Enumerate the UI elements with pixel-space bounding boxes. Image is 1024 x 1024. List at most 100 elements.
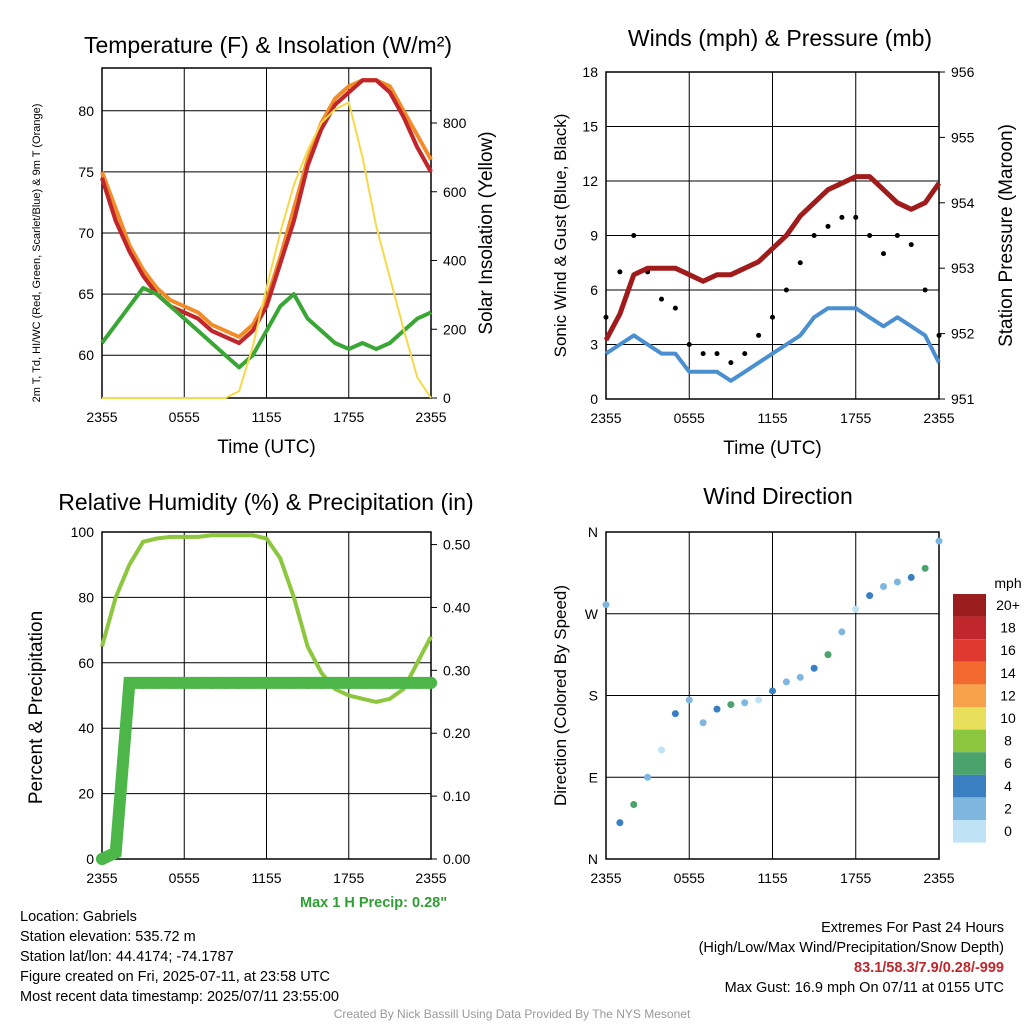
colorbar-swatch (953, 616, 986, 640)
direction-point (741, 699, 749, 707)
direction-point (796, 673, 804, 681)
y-tick-label: 9 (590, 228, 598, 244)
gust-point (839, 214, 845, 220)
y2-tick-label: 955 (951, 129, 975, 145)
extremes-values: 83.1/58.3/7.9/0.28/-999 (854, 960, 1004, 976)
y2-tick-label: 956 (951, 64, 975, 80)
x-tick-label: 2355 (415, 409, 446, 425)
gust-point (700, 351, 706, 357)
y2-tick-label: 600 (443, 184, 467, 200)
x-tick-label: 0555 (674, 870, 705, 886)
plot-frame (101, 531, 432, 860)
colorbar-swatch (953, 684, 986, 707)
y-axis-label: 2m T, Td, HI/WC (Red, Green, Scarlet/Blu… (31, 104, 43, 403)
y-axis-label: Sonic Wind & Gust (Blue, Black) (551, 114, 570, 358)
gust-point (783, 287, 789, 293)
y-tick-label: 60 (78, 655, 94, 671)
extremes-subtitle: (High/Low/Max Wind/Precipitation/Snow De… (698, 940, 1004, 956)
x-tick-label: 1755 (840, 410, 871, 426)
extremes-info: Extremes For Past 24 Hours (High/Low/Max… (699, 918, 1004, 998)
y-tick-label: 75 (78, 164, 94, 180)
direction-point (644, 773, 652, 781)
direction-point (921, 564, 929, 572)
precip-point (219, 676, 232, 689)
colorbar-swatch (953, 774, 986, 798)
y-tick-label: 100 (71, 524, 95, 540)
y2-axis-label: Station Pressure (Maroon) (996, 124, 1017, 347)
y-axis-label: Direction (Colored By Speed) (551, 585, 570, 806)
precip-point (274, 676, 287, 689)
gust-point (686, 342, 692, 347)
y-tick-label: 80 (78, 589, 94, 605)
gust-point (894, 233, 900, 238)
precip-point (356, 676, 369, 689)
colorbar-label: 10 (1000, 710, 1016, 726)
precip-point (109, 846, 122, 859)
colorbar-swatch (953, 729, 986, 753)
gust-point (797, 260, 803, 266)
colorbar: mph 20+ 18 16 14 12 10 8 6 4 2 0 (953, 575, 1022, 843)
series-line-2 (603, 174, 942, 342)
precip-point (397, 676, 410, 689)
x-tick-label: 0555 (169, 409, 200, 425)
station-info: Location: Gabriels Station elevation: 53… (20, 907, 339, 1007)
gust-point (617, 269, 623, 275)
y2-tick-label: 800 (443, 115, 467, 131)
direction-point (713, 705, 721, 713)
y-tick-label: 65 (78, 286, 94, 302)
gust-point (742, 351, 748, 357)
y-tick-label: 80 (78, 103, 94, 119)
colorbar-swatch (953, 752, 986, 775)
x-tick-label: 1155 (251, 870, 281, 886)
plot-frame (101, 67, 432, 399)
colorbar-label: 20+ (996, 597, 1020, 613)
precip-point (301, 676, 314, 689)
colorbar-swatch (953, 594, 986, 617)
y-tick-label: N (588, 524, 598, 540)
panel-title: Temperature (F) & Insolation (W/m²) (84, 32, 452, 58)
y2-tick-label: 951 (951, 391, 975, 407)
y2-tick-label: 200 (443, 321, 467, 337)
x-tick-label: 0555 (169, 870, 200, 886)
colorbar-label: 12 (1000, 687, 1016, 703)
y-tick-label: 6 (590, 282, 598, 298)
x-axis-label: Time (UTC) (217, 437, 316, 458)
x-tick-label: 2355 (923, 870, 954, 886)
colorbar-label: 4 (1004, 778, 1012, 794)
precip-point (96, 853, 108, 865)
y-tick-label: 15 (582, 119, 598, 135)
direction-point (630, 801, 638, 808)
direction-point (769, 687, 776, 695)
gust-point (659, 296, 664, 302)
y2-tick-label: 0 (443, 390, 451, 406)
y2-tick-label: 953 (951, 260, 975, 276)
direction-point (671, 710, 679, 718)
gust-point (908, 242, 914, 248)
direction-point (782, 678, 790, 686)
precip-point (137, 676, 150, 689)
y2-axis-label: Solar Insolation (Yellow) (476, 131, 497, 334)
x-tick-label: 0555 (674, 410, 705, 426)
colorbar-swatch (953, 639, 986, 662)
direction-point (852, 605, 860, 613)
y-tick-label: N (588, 851, 598, 867)
x-tick-label: 1155 (757, 410, 787, 426)
precip-point (150, 676, 163, 689)
gust-point (728, 360, 734, 366)
precip-point (178, 676, 191, 689)
wind-direction-panel: N E S W N 2355 0555 1155 1755 2355 Wind Direction D… (551, 483, 955, 886)
gust-point (770, 314, 775, 320)
gust-point (631, 233, 637, 238)
y2-tick-label: 0.30 (443, 662, 470, 678)
colorbar-label: 16 (1000, 642, 1016, 658)
direction-point (838, 628, 846, 636)
y-tick-label: 20 (78, 786, 94, 802)
precip-point (287, 676, 300, 689)
y-tick-label: W (585, 606, 599, 622)
colorbar-unit: mph (994, 575, 1021, 591)
precip-point (411, 676, 424, 689)
direction-point (602, 601, 610, 609)
x-tick-label: 2355 (923, 410, 954, 426)
x-tick-label: 1755 (333, 870, 364, 886)
